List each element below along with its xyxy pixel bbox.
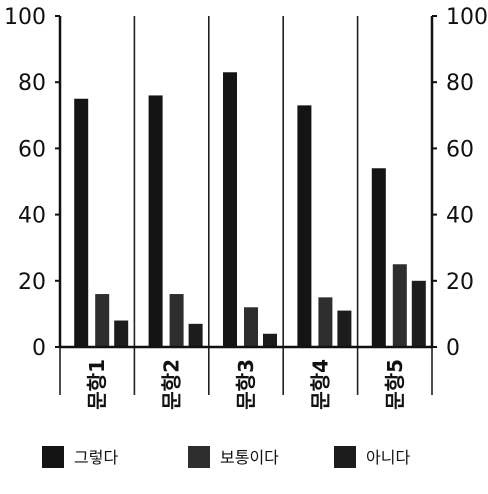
y-tick-label-right: 0 — [446, 336, 460, 361]
bar-3 — [337, 310, 352, 347]
legend: 그렇다 보통이다 아니다 — [42, 446, 410, 468]
category-label: 문항3 — [234, 359, 258, 410]
category-label: 문항1 — [85, 359, 109, 410]
bar-2 — [95, 294, 110, 347]
bar-1 — [371, 168, 386, 347]
category-labels: 문항1 문항2 문항3 문항4 문항5 — [85, 359, 407, 410]
legend-swatch — [42, 446, 64, 468]
y-tick-label-right: 40 — [446, 204, 474, 229]
bar-2 — [169, 294, 184, 347]
bar-2 — [244, 307, 258, 347]
category-label: 문항2 — [160, 359, 184, 410]
y-tick-label-right: 80 — [446, 71, 474, 96]
axes — [58, 16, 434, 349]
bar-1 — [74, 98, 89, 347]
bar-2 — [392, 264, 407, 347]
bar-3 — [411, 280, 426, 347]
bar-2 — [318, 297, 333, 347]
bar-1 — [223, 72, 237, 348]
bar-3 — [263, 333, 277, 347]
y-tick-label-right: 60 — [446, 137, 474, 162]
bar-3 — [188, 323, 203, 347]
y-axis-right-ticks: 0 20 40 60 80 100 — [432, 5, 488, 361]
bar-1 — [148, 95, 163, 347]
y-axis-left-ticks: 0 20 40 60 80 100 — [4, 5, 60, 361]
bar-1 — [297, 105, 312, 348]
legend-label: 보통이다 — [220, 448, 279, 467]
grid — [59, 16, 433, 395]
y-tick-label-left: 0 — [32, 336, 46, 361]
legend-swatch — [334, 446, 356, 468]
y-tick-label-left: 80 — [18, 71, 46, 96]
y-tick-label-left: 40 — [18, 204, 46, 229]
bar-3 — [114, 320, 129, 347]
legend-swatch — [188, 446, 210, 468]
y-tick-label-left: 100 — [4, 5, 46, 30]
legend-label: 아니다 — [366, 448, 410, 467]
bars — [74, 72, 426, 348]
y-tick-label-right: 20 — [446, 270, 474, 295]
y-tick-label-left: 60 — [18, 137, 46, 162]
y-tick-label-right: 100 — [446, 5, 488, 30]
category-label: 문항5 — [383, 359, 407, 410]
legend-label: 그렇다 — [74, 448, 118, 467]
y-tick-label-left: 20 — [18, 270, 46, 295]
category-label: 문항4 — [308, 359, 332, 410]
